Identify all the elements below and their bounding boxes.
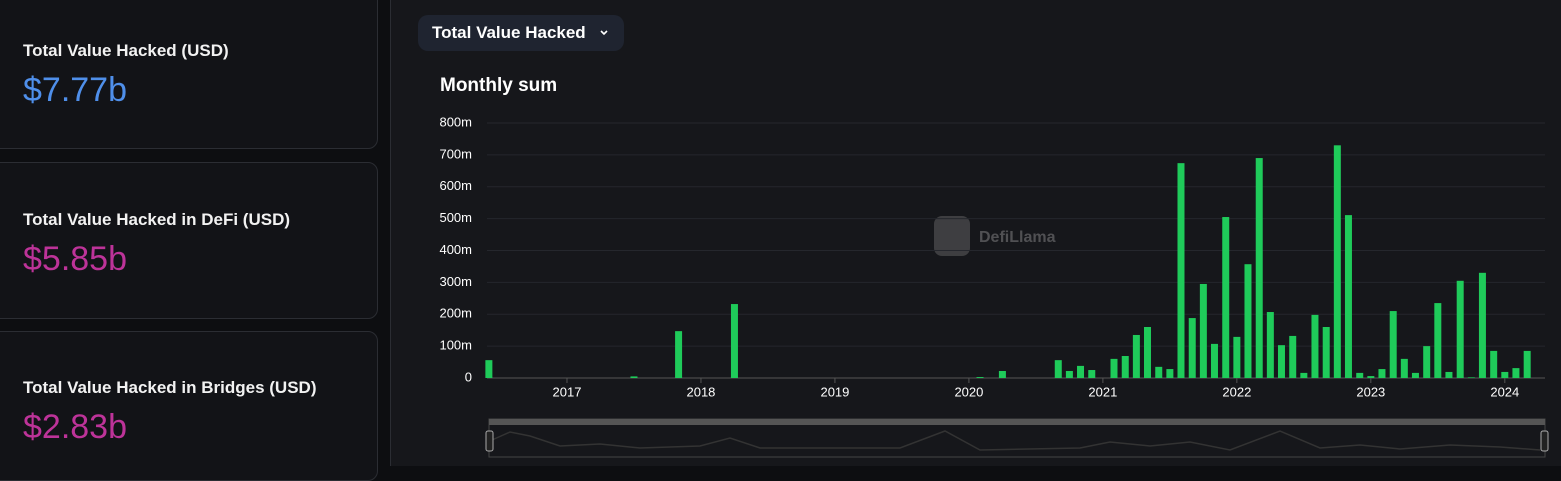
bar bbox=[1434, 303, 1442, 378]
x-tick-label: 2021 bbox=[1088, 384, 1117, 399]
bar bbox=[1490, 350, 1498, 378]
bar bbox=[1266, 312, 1274, 378]
chevron bbox=[600, 30, 608, 36]
stat-label: Total Value Hacked in DeFi (USD) bbox=[23, 210, 291, 229]
bar bbox=[1300, 372, 1308, 378]
x-tick-label: 2022 bbox=[1222, 384, 1251, 399]
bar bbox=[1344, 215, 1352, 378]
bar bbox=[1478, 272, 1486, 378]
bar bbox=[1289, 335, 1297, 378]
bar bbox=[1311, 314, 1319, 378]
chart-panel bbox=[390, 0, 1561, 466]
watermark-logo: DefiLlama bbox=[934, 216, 1056, 256]
y-tick-label: 600m bbox=[439, 178, 472, 193]
bar bbox=[1244, 264, 1252, 378]
stat-value: $5.85b bbox=[23, 240, 127, 278]
stat-value: $2.83b bbox=[23, 408, 127, 446]
y-tick-label: 100m bbox=[439, 338, 472, 353]
bar bbox=[1132, 334, 1140, 378]
bar bbox=[998, 370, 1006, 378]
bar bbox=[1367, 376, 1375, 378]
y-tick-label: 500m bbox=[439, 210, 472, 225]
x-tick-label: 2024 bbox=[1490, 384, 1519, 399]
bar bbox=[976, 377, 984, 378]
dropdown-label: Total Value Hacked bbox=[432, 23, 586, 42]
bar bbox=[1322, 327, 1330, 378]
bar bbox=[1523, 350, 1531, 378]
x-tick-label: 2017 bbox=[553, 384, 582, 399]
bar bbox=[1356, 372, 1364, 378]
brush[interactable] bbox=[485, 418, 1549, 458]
bar bbox=[1065, 370, 1073, 378]
bar bbox=[1512, 368, 1520, 378]
bar bbox=[1233, 336, 1241, 378]
y-tick-label: 400m bbox=[439, 242, 472, 257]
brush-preview bbox=[491, 430, 1541, 451]
brush-handle[interactable] bbox=[485, 430, 494, 452]
stat-label: Total Value Hacked in Bridges (USD) bbox=[23, 378, 317, 397]
stat-card: Total Value Hacked in DeFi (USD) $5.85b bbox=[0, 162, 378, 319]
x-tick-label: 2023 bbox=[1356, 384, 1385, 399]
y-tick-label: 800m bbox=[439, 114, 472, 129]
bar bbox=[485, 360, 493, 378]
bar bbox=[1077, 365, 1085, 378]
bar bbox=[1456, 280, 1464, 378]
x-tick-label: 2018 bbox=[686, 384, 715, 399]
bar bbox=[1155, 366, 1163, 378]
stat-card: Total Value Hacked in Bridges (USD) $2.8… bbox=[0, 331, 378, 481]
stat-value: $7.77b bbox=[23, 71, 127, 109]
metric-dropdown[interactable]: Total Value Hacked bbox=[418, 15, 624, 51]
stat-card: Total Value Hacked (USD) $7.77b bbox=[0, 0, 378, 149]
brush-bar bbox=[489, 419, 1545, 425]
bar bbox=[1389, 311, 1397, 378]
y-tick-label: 0 bbox=[465, 369, 472, 384]
bar bbox=[1277, 345, 1285, 378]
bar bbox=[1188, 318, 1196, 378]
bar bbox=[1467, 377, 1475, 378]
bar bbox=[675, 331, 683, 378]
bar bbox=[1222, 217, 1230, 378]
bar bbox=[1199, 283, 1207, 378]
watermark: DefiLlama bbox=[979, 229, 1056, 246]
bar bbox=[1400, 358, 1408, 378]
bar bbox=[1110, 358, 1118, 378]
y-tick-label: 700m bbox=[439, 146, 472, 161]
y-tick-label: 200m bbox=[439, 306, 472, 321]
bar bbox=[630, 376, 638, 378]
bar bbox=[1445, 371, 1453, 378]
bar bbox=[1088, 370, 1096, 378]
y-tick-label: 300m bbox=[439, 274, 472, 289]
bar bbox=[1423, 346, 1431, 378]
bar bbox=[1054, 360, 1062, 378]
x-tick-label: 2019 bbox=[820, 384, 849, 399]
brush-handle[interactable] bbox=[1540, 430, 1549, 452]
bar bbox=[1411, 372, 1419, 378]
bar bbox=[1378, 369, 1386, 378]
bar bbox=[1166, 369, 1174, 378]
chart-title: Monthly sum bbox=[440, 75, 557, 96]
bar bbox=[1501, 371, 1509, 378]
bar bbox=[1210, 343, 1218, 378]
bar bbox=[1333, 145, 1341, 378]
bar bbox=[730, 304, 738, 378]
chart: Monthly sum DefiLlama 0 100m 200m 300m 400m 5… bbox=[439, 75, 1549, 458]
bar bbox=[1255, 158, 1263, 378]
x-tick-label: 2020 bbox=[954, 384, 983, 399]
bar bbox=[1121, 356, 1129, 378]
bar bbox=[1143, 327, 1151, 378]
bar bbox=[1177, 163, 1185, 378]
stat-label: Total Value Hacked (USD) bbox=[23, 41, 229, 60]
